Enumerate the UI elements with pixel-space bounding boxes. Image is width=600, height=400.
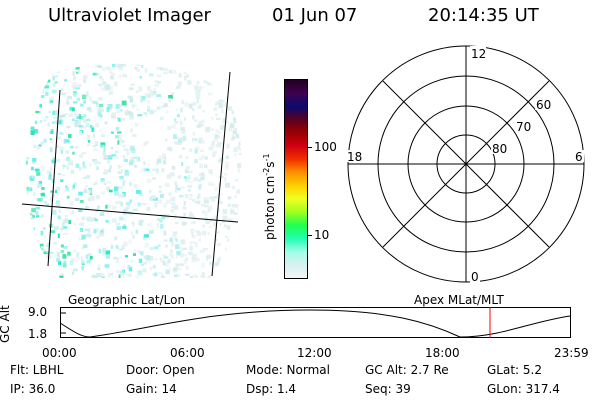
polar-label-6: 6 [575,150,583,164]
timeline-x-tick-1200: 12:00 [297,346,332,360]
instrument-title: Ultraviolet Imager [48,5,211,26]
polar-label-0: 0 [471,270,479,284]
polar-label-18: 18 [347,150,362,164]
colorbar-unit-exponent: -2 [262,167,271,176]
timeline-y-label: GC Alt [0,305,12,343]
timeline-y-tick-1.8: 1.8 [28,327,48,341]
auroral-emission-image [25,63,243,278]
polar-label-60: 60 [536,98,551,112]
longitude-line-left [47,89,61,267]
status-gain: Gain: 14 [126,382,177,396]
latitude-line [21,203,239,223]
status-glat: GLat: 5.2 [487,363,542,377]
status-gc-alt: GC Alt: 2.7 Re [365,363,449,377]
colorbar-unit-seconds: s [263,161,277,168]
polar-plot: 12 0 18 6 60 70 80 [346,45,585,284]
colorbar-tick-10: 10 [314,228,330,242]
status-ip: IP: 36.0 [10,382,56,396]
polar-label-12: 12 [471,47,486,61]
timeline-x-tick-0000: 00:00 [42,346,77,360]
timeline-x-tick-0600: 06:00 [170,346,205,360]
timeline-x-tick-1800: 18:00 [425,346,460,360]
colorbar-tick-mark [307,235,312,236]
colorbar-gradient [285,80,307,278]
status-door: Door: Open [126,363,195,377]
status-mode: Mode: Normal [246,363,330,377]
colorbar-unit-label: photon cm-2s-1 [262,153,277,240]
geographic-panel-label: Geographic Lat/Lon [68,293,186,307]
status-glon: GLon: 317.4 [487,382,560,396]
status-dsp: Dsp: 1.4 [246,382,297,396]
altitude-curve [59,309,571,338]
timeline-frame [60,307,571,338]
timeline-x-tick-2359: 23:59 [554,346,589,360]
colorbar-tick-mark [307,147,312,148]
time-label: 20:14:35 UT [428,5,539,26]
timeline-y-tick-9: 9.0 [28,305,48,319]
status-filter: Flt: LBHL [10,363,64,377]
date-label: 01 Jun 07 [272,5,358,26]
colorbar [284,79,308,279]
apex-panel-label: Apex MLat/MLT [414,293,504,307]
geographic-image-panel [21,63,243,278]
polar-label-70: 70 [516,120,531,134]
orbit-altitude-timeline [59,307,571,338]
polar-axis-diagonal [382,80,550,248]
colorbar-unit-text: photon cm [263,175,277,240]
status-seq: Seq: 39 [365,382,411,396]
colorbar-tick-100: 100 [314,140,337,154]
longitude-line-right [211,71,231,277]
polar-label-80: 80 [492,142,507,156]
colorbar-unit-exponent: -1 [262,153,271,162]
